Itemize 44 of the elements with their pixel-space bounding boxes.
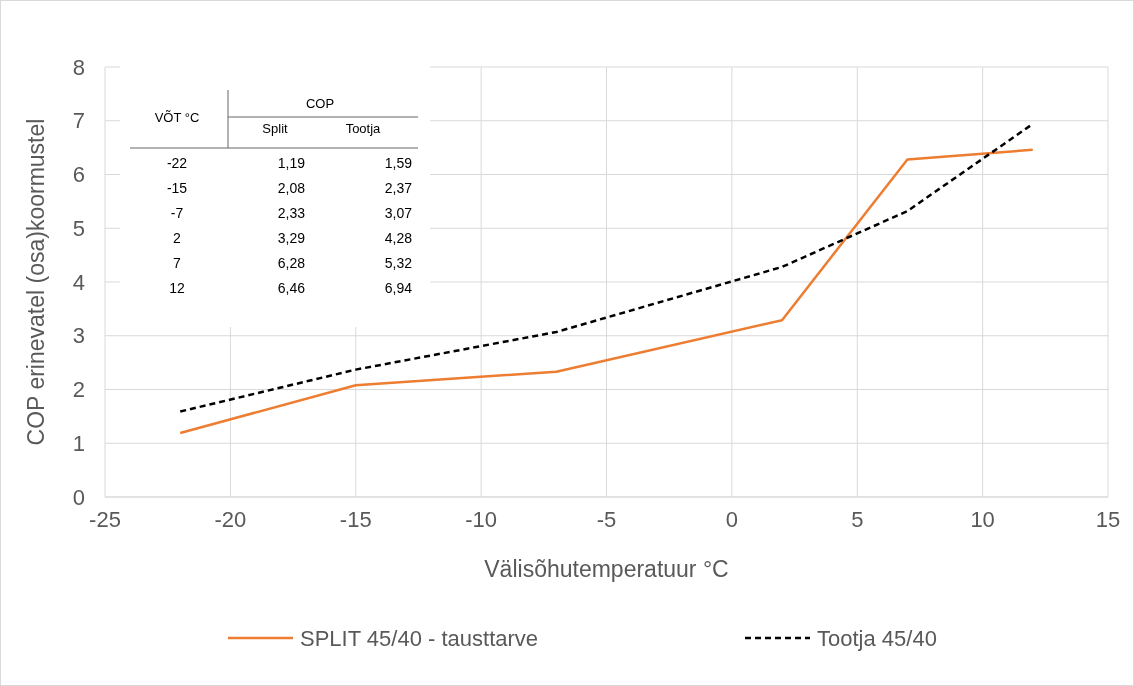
- annotation: Split: [262, 121, 289, 136]
- x-tick-label: 10: [970, 507, 995, 532]
- legend-label: Tootja 45/40: [817, 625, 937, 651]
- annotation: Tootja: [345, 121, 382, 136]
- legend-label: SPLIT 45/40 - tausttarve: [300, 625, 539, 651]
- annotation: 12: [169, 280, 185, 296]
- annotation: 6,46: [277, 280, 306, 296]
- x-tick-label: -5: [596, 507, 617, 532]
- x-axis-title: Välisõhutemperatuur °C: [484, 556, 729, 582]
- x-tick-label: -10: [465, 507, 498, 532]
- annotation: -7: [170, 205, 184, 221]
- annotation: 1,19: [277, 155, 306, 171]
- y-tick-label: 4: [72, 269, 85, 295]
- annotation: COP: [305, 96, 335, 111]
- annotation: 5,32: [384, 255, 413, 271]
- annotation: 7: [173, 255, 182, 271]
- y-tick-label: 6: [72, 162, 85, 188]
- annotation: 3,29: [277, 230, 306, 246]
- annotation: -22: [166, 155, 188, 171]
- y-tick-label: 8: [72, 54, 85, 80]
- y-tick-label: 1: [72, 430, 85, 456]
- annotation: 6,94: [384, 280, 413, 296]
- y-tick-label: 3: [72, 323, 85, 349]
- annotation: 2,08: [277, 180, 306, 196]
- annotation: 3,07: [384, 205, 413, 221]
- annotation: 4,28: [384, 230, 413, 246]
- annotation: 1,59: [384, 155, 413, 171]
- y-tick-label: 0: [72, 484, 85, 510]
- x-tick-label: -15: [339, 507, 372, 532]
- x-tick-label: -20: [214, 507, 247, 532]
- x-tick-label: 0: [725, 507, 738, 532]
- annotation: 2,37: [384, 180, 413, 196]
- y-tick-label: 2: [72, 377, 85, 403]
- y-axis-title: COP erinevatel (osa)koormustel: [23, 118, 49, 446]
- x-tick-label: 15: [1095, 507, 1121, 532]
- y-tick-label: 5: [72, 215, 85, 241]
- x-tick-label: -25: [89, 507, 121, 532]
- y-tick-label: 7: [72, 108, 85, 134]
- annotation: -15: [166, 180, 188, 196]
- annotation: VÕT °C: [154, 110, 200, 125]
- annotation: 2,33: [277, 205, 306, 221]
- annotation: 2: [173, 230, 182, 246]
- annotation: 6,28: [277, 255, 306, 271]
- x-tick-label: 5: [851, 507, 864, 532]
